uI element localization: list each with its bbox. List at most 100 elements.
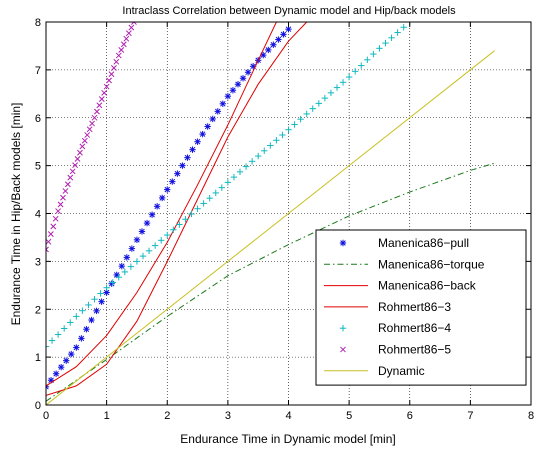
- data-point: [145, 247, 153, 255]
- legend-label: Rohmert86−3: [378, 300, 451, 314]
- data-point: [94, 108, 100, 115]
- data-point: [130, 22, 137, 25]
- data-point: [52, 370, 60, 377]
- data-point: [101, 89, 108, 96]
- data-point: [303, 110, 310, 118]
- data-point: [77, 149, 83, 156]
- data-point: [376, 45, 383, 52]
- data-point: [78, 335, 85, 342]
- data-point: [68, 350, 75, 358]
- data-point: [138, 228, 146, 235]
- legend-box: [315, 229, 527, 386]
- data-point: [229, 87, 237, 94]
- data-point: [224, 93, 232, 100]
- x-tick-label: 4: [285, 410, 291, 422]
- data-point: [204, 123, 211, 130]
- data-point: [72, 162, 79, 169]
- data-point: [345, 73, 353, 81]
- data-point: [230, 173, 238, 181]
- series-line-2: [46, 22, 308, 396]
- data-point: [239, 75, 247, 82]
- data-point: [351, 68, 359, 75]
- x-tick-label: 1: [104, 410, 110, 422]
- data-point: [118, 262, 125, 270]
- data-point: [209, 115, 216, 123]
- data-point: [364, 56, 371, 64]
- data-point: [169, 178, 176, 185]
- data-point: [81, 137, 88, 144]
- data-point: [113, 58, 120, 65]
- data-point: [194, 138, 201, 145]
- legend-label: Manenica86−back: [378, 279, 477, 293]
- chart-title: Intraclass Correlation between Dynamic m…: [122, 5, 456, 17]
- series-0: [46, 25, 292, 391]
- legend-entry: Rohmert86−3: [324, 300, 451, 314]
- data-point: [189, 146, 196, 153]
- data-point: [194, 205, 201, 212]
- x-tick-label: 5: [346, 410, 352, 422]
- data-point: [69, 168, 76, 175]
- data-point: [279, 131, 286, 139]
- data-point: [164, 231, 171, 239]
- data-point: [358, 62, 365, 69]
- data-point: [118, 47, 125, 53]
- data-point: [108, 280, 115, 287]
- data-point: [57, 363, 65, 371]
- data-point: [50, 223, 57, 230]
- data-point: [212, 189, 219, 197]
- data-point: [280, 31, 287, 38]
- data-point: [261, 147, 268, 154]
- data-point: [85, 301, 92, 309]
- data-point: [254, 152, 262, 160]
- data-point: [153, 203, 161, 210]
- data-point: [133, 258, 141, 265]
- data-point: [382, 39, 389, 47]
- data-point: [54, 331, 62, 338]
- legend-label: Manenica86−pull: [378, 236, 469, 250]
- data-point: [170, 226, 177, 233]
- data-point: [93, 307, 100, 315]
- data-point: [176, 221, 183, 228]
- data-point: [98, 96, 105, 102]
- data-point: [248, 158, 256, 165]
- y-tick-label: 8: [35, 17, 41, 29]
- data-point: [83, 325, 90, 333]
- legend-label: Rohmert86−5: [378, 343, 451, 357]
- data-point: [88, 316, 95, 324]
- data-point: [123, 35, 130, 42]
- data-point: [115, 273, 122, 281]
- data-point: [121, 268, 129, 276]
- data-point: [128, 245, 136, 252]
- data-point: [270, 41, 277, 48]
- data-point: [267, 142, 274, 149]
- data-point: [127, 263, 135, 270]
- data-point: [327, 89, 335, 97]
- legend-entry: Dynamic: [324, 364, 425, 378]
- legend-marker: [339, 239, 347, 247]
- data-point: [96, 102, 103, 109]
- legend-entry: Rohmert86−5: [340, 343, 451, 357]
- data-point: [339, 79, 347, 86]
- data-point: [370, 50, 377, 58]
- data-point: [199, 130, 206, 138]
- data-point: [273, 137, 280, 144]
- data-point: [333, 84, 341, 91]
- data-point: [47, 231, 54, 237]
- data-point: [110, 65, 117, 71]
- data-point: [139, 252, 147, 260]
- x-tick-label: 7: [467, 410, 473, 422]
- y-axis-label: Endurance Time in Hip/Back models [min]: [9, 103, 23, 326]
- data-point: [151, 242, 159, 249]
- y-tick-label: 5: [35, 161, 41, 173]
- data-point: [89, 120, 95, 127]
- data-point: [79, 143, 86, 150]
- series-line-3: [46, 22, 277, 387]
- x-tick-label: 0: [43, 410, 49, 422]
- data-point: [297, 115, 304, 123]
- data-point: [73, 313, 80, 320]
- data-point: [46, 246, 49, 253]
- data-point: [218, 184, 226, 191]
- series-4: [46, 22, 413, 350]
- data-point: [158, 194, 166, 202]
